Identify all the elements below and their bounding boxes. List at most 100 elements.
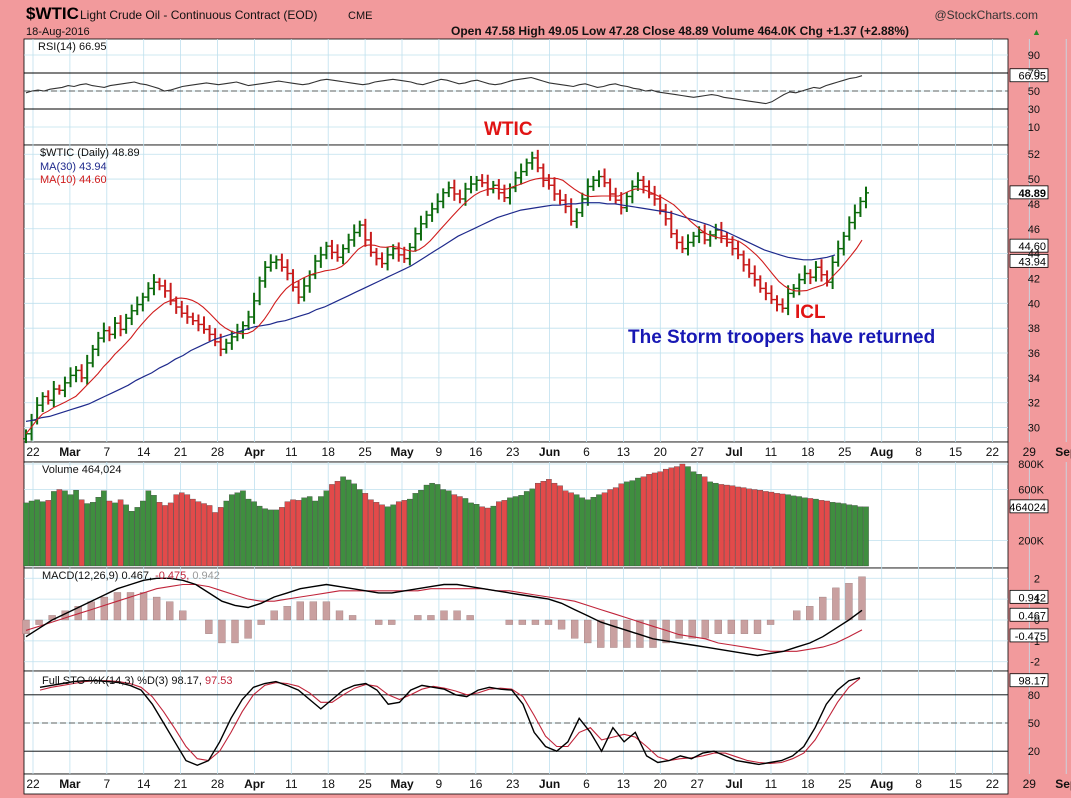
macd-histogram-bar bbox=[845, 583, 853, 621]
rsi-legend: RSI(14) 66.95 bbox=[38, 41, 106, 53]
macd-histogram-bar bbox=[832, 587, 840, 621]
price-close-label: 48.89 bbox=[1018, 188, 1046, 200]
volume-bar bbox=[507, 497, 513, 567]
date-axis-bottom bbox=[23, 773, 1009, 795]
volume-bar bbox=[585, 499, 591, 567]
rsi-y-tick: 30 bbox=[1028, 104, 1040, 116]
x-tick-label: 22 bbox=[986, 777, 1000, 791]
x-tick-label: 11 bbox=[765, 777, 778, 791]
macd-histogram-bar bbox=[649, 619, 657, 648]
volume-y-tick: 600K bbox=[1018, 485, 1044, 497]
volume-bar bbox=[357, 489, 363, 567]
price-y-tick: 44 bbox=[1028, 249, 1040, 261]
rsi-line bbox=[25, 75, 863, 105]
x-tick-label: Apr bbox=[244, 777, 265, 791]
x-tick-label: 9 bbox=[436, 445, 443, 459]
macd-histogram-bar bbox=[557, 619, 566, 630]
x-tick-label: 16 bbox=[469, 777, 483, 791]
volume-bar bbox=[217, 507, 224, 567]
volume-bar bbox=[696, 474, 702, 567]
volume-bar bbox=[240, 490, 246, 567]
volume-bar bbox=[262, 508, 268, 567]
x-tick-label: 23 bbox=[506, 777, 520, 791]
gridlines bbox=[24, 39, 1067, 774]
volume-bar bbox=[434, 484, 441, 567]
volume-bar bbox=[757, 489, 764, 567]
volume-bar bbox=[295, 500, 302, 567]
volume-bar bbox=[674, 466, 680, 567]
icl-annotation: ICL bbox=[795, 302, 826, 323]
macd-histogram-bar bbox=[309, 601, 318, 621]
price-y-tick: 38 bbox=[1028, 323, 1040, 335]
macd-histogram-bar bbox=[427, 615, 435, 621]
x-tick-label: 7 bbox=[103, 777, 110, 791]
volume-bar bbox=[151, 495, 157, 567]
ma10-value-label-box bbox=[1009, 238, 1049, 253]
macd-histogram-bar bbox=[570, 619, 579, 639]
volume-bar bbox=[646, 474, 652, 567]
sto-value-label-box bbox=[1009, 673, 1049, 688]
x-tick-label: 16 bbox=[469, 445, 483, 459]
sto-y-tick: 80 bbox=[1028, 690, 1040, 702]
price-series: 48.89 44.60 43.94 bbox=[23, 149, 1049, 444]
volume-bar bbox=[724, 484, 730, 567]
x-tick-label: 25 bbox=[838, 777, 852, 791]
macd-legend-signal: -0.475, bbox=[155, 570, 189, 582]
volume-bar bbox=[201, 503, 207, 567]
volume-legend: Volume 464,024 bbox=[42, 464, 122, 476]
volume-bar bbox=[496, 501, 502, 567]
macd-histogram-bar bbox=[22, 619, 30, 634]
volume-bar bbox=[607, 489, 613, 567]
x-tick-label: 25 bbox=[358, 445, 372, 459]
x-tick-label: 7 bbox=[103, 445, 110, 459]
volume-bar bbox=[462, 498, 469, 567]
volume-bar bbox=[28, 500, 35, 567]
volume-bar bbox=[813, 498, 819, 567]
volume-bar bbox=[190, 498, 196, 567]
volume-bar bbox=[751, 489, 758, 567]
ma10-line bbox=[25, 177, 863, 435]
volume-bar bbox=[268, 509, 274, 567]
volume-bar bbox=[601, 492, 608, 567]
macd-series: 0.942 0.467 -0.475 bbox=[22, 576, 1049, 657]
macd-histogram-bar bbox=[218, 619, 226, 644]
volume-bar bbox=[318, 496, 324, 567]
volume-bar bbox=[340, 476, 346, 567]
macd-signal-value-label: -0.475 bbox=[1015, 631, 1046, 643]
x-tick-label: 9 bbox=[436, 777, 443, 791]
volume-bar bbox=[78, 499, 85, 567]
volume-bar bbox=[829, 502, 836, 567]
x-tick-label: 14 bbox=[137, 777, 151, 791]
volume-bar bbox=[301, 497, 307, 567]
volume-bar bbox=[835, 502, 841, 567]
volume-bar bbox=[223, 500, 230, 567]
x-tick-label: 20 bbox=[654, 445, 668, 459]
volume-bar bbox=[206, 505, 213, 567]
volume-y-tick: 200K bbox=[1018, 536, 1044, 548]
watermark: @StockCharts.com bbox=[934, 8, 1038, 22]
macd-histogram-bar bbox=[35, 619, 43, 625]
volume-bar bbox=[368, 499, 374, 567]
volume-bar bbox=[451, 494, 458, 567]
instrument-name: Light Crude Oil - Continuous Contract (E… bbox=[80, 8, 317, 22]
macd-histogram-bar bbox=[283, 606, 291, 621]
volume-bar bbox=[518, 495, 524, 567]
volume-bar bbox=[763, 491, 769, 567]
macd-histogram-bar bbox=[688, 619, 696, 639]
macd-histogram-bar bbox=[597, 619, 605, 648]
volume-value-label-box bbox=[1009, 499, 1049, 514]
volume-bar bbox=[407, 498, 413, 567]
volume-bar bbox=[229, 494, 235, 567]
macd-legend: MACD(12,26,9) 0.467, -0.475, 0.942 bbox=[42, 570, 220, 582]
volume-bar bbox=[256, 505, 263, 567]
ma30-value-label-box bbox=[1009, 253, 1049, 268]
volume-bar bbox=[484, 507, 491, 567]
volume-bar bbox=[62, 490, 68, 567]
volume-bar bbox=[423, 484, 430, 567]
x-tick-label: 14 bbox=[137, 445, 151, 459]
x-tick-label: 11 bbox=[765, 445, 778, 459]
volume-bar bbox=[84, 503, 90, 567]
macd-value-label: 0.467 bbox=[1018, 610, 1046, 622]
x-tick-label: 8 bbox=[915, 445, 922, 459]
macd-legend-main: MACD(12,26,9) 0.467, bbox=[42, 570, 152, 582]
